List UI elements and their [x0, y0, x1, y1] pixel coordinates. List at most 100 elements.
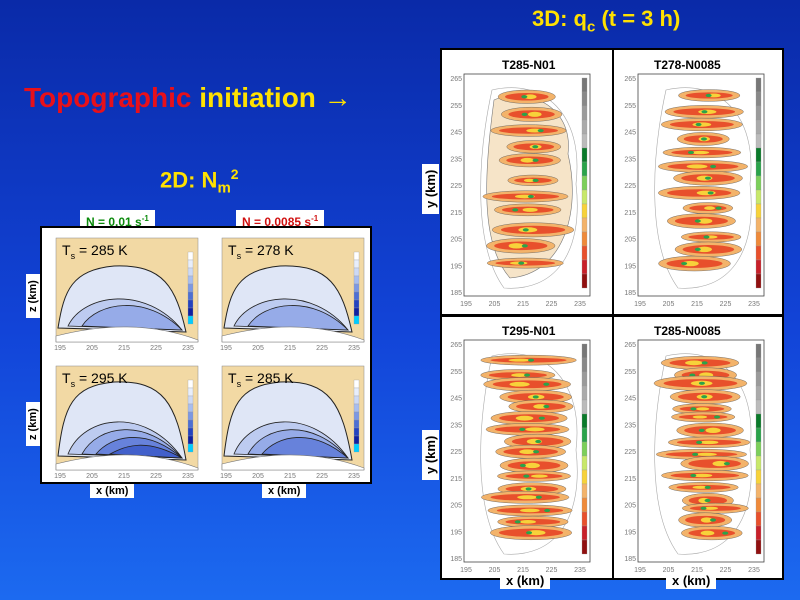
- x-tick-label: 195: [54, 345, 66, 352]
- x-tick-label: 225: [316, 345, 328, 352]
- y-tick-label: 265: [450, 76, 462, 83]
- colorbar-cell: [581, 525, 588, 541]
- x-tick-label: 205: [489, 567, 501, 574]
- cloud-band-spot: [535, 495, 542, 499]
- colorbar: [187, 379, 194, 453]
- colorbar-cell: [755, 511, 762, 527]
- cloud-band-spot: [690, 473, 697, 478]
- cloud-band-peak: [700, 517, 713, 523]
- y-tick-label: 235: [624, 156, 636, 163]
- colorbar-cell: [353, 283, 360, 293]
- colorbar-cell: [581, 175, 588, 191]
- plot-title-4: T285-N0085: [654, 324, 721, 338]
- cloud-band-peak: [520, 157, 535, 163]
- x-tick-label: 235: [574, 301, 586, 308]
- subplot-2d-1: 195 205 215 225 235: [54, 237, 199, 352]
- cloud-band-peak: [696, 407, 710, 411]
- colorbar: [353, 379, 360, 453]
- cloud-band-peak: [523, 178, 535, 183]
- panel-2d: 195 205 215 225 235 195 205 215 225 235 195 205 215 2…: [40, 226, 372, 484]
- colorbar-cell: [581, 469, 588, 485]
- cloud-band-peak: [509, 381, 530, 387]
- ts-label-2: Ts = 278 K: [228, 242, 294, 261]
- z-label-top: z (km): [26, 274, 40, 318]
- y-tick-label: 195: [624, 529, 636, 536]
- x-tick-label: 215: [118, 473, 130, 480]
- cloud-band-spot: [704, 176, 711, 180]
- n-label-left: N = 0.01 s-1: [80, 210, 155, 229]
- y-tick-label: 195: [450, 263, 462, 270]
- y-tick-label: 205: [450, 503, 462, 510]
- colorbar-cell: [353, 395, 360, 405]
- cloud-band-spot: [525, 487, 532, 491]
- colorbar-cell: [353, 443, 360, 453]
- colorbar-cell: [755, 343, 762, 359]
- cloud-band-spot: [722, 531, 729, 535]
- n-label-right: N = 0.0085 s-1: [236, 210, 325, 229]
- colorbar-cell: [755, 203, 762, 219]
- subplot-3d-1: 265 255 245 235 225 215 205 195 185 195 205 215 225 2…: [450, 73, 591, 308]
- cloud-band-peak: [691, 150, 710, 155]
- cloud-band-spot: [535, 439, 542, 444]
- cloud-band-peak: [515, 415, 534, 421]
- colorbar-cell: [581, 273, 588, 289]
- x-tick-label: 225: [720, 567, 732, 574]
- x-tick-label: 195: [54, 473, 66, 480]
- plot-title-1: T285-N01: [502, 58, 556, 72]
- colorbar-cell: [755, 217, 762, 233]
- y-tick-label: 235: [450, 422, 462, 429]
- colorbar-cell: [187, 419, 194, 429]
- x-tick-label: 215: [691, 567, 703, 574]
- colorbar-cell: [187, 427, 194, 437]
- outer-contour: [480, 87, 578, 289]
- colorbar-cell: [187, 379, 194, 389]
- colorbar-cell: [581, 77, 588, 93]
- panel-2d-plots: 195 205 215 225 235 195 205 215 225 235 195 205 215 2…: [54, 237, 365, 480]
- subplot-2d-2: 195 205 215 225 235: [220, 237, 365, 352]
- cloud-band-spot: [533, 450, 540, 454]
- colorbar-cell: [187, 395, 194, 405]
- cloud-band-spot: [704, 498, 711, 503]
- cloud-band-peak: [508, 358, 531, 362]
- colorbar-cell: [353, 259, 360, 269]
- colorbar-cell: [755, 147, 762, 163]
- colorbar-cell: [581, 511, 588, 527]
- cloud-band-spot: [703, 235, 710, 239]
- x-tick-label: 195: [634, 301, 646, 308]
- colorbar-cell: [187, 299, 194, 309]
- y-tick-label: 185: [624, 290, 636, 297]
- x-tick-label: 195: [634, 567, 646, 574]
- colorbar-cell: [187, 411, 194, 421]
- cloud-band-spot: [537, 128, 544, 133]
- cloud-band-peak: [702, 506, 718, 510]
- y-tick-label: 265: [624, 76, 636, 83]
- colorbar-cell: [755, 385, 762, 401]
- colorbar-cell: [187, 315, 194, 325]
- cloud-band-spot: [538, 416, 545, 420]
- subplot-2d-4: 195 205 215 225 235: [220, 365, 365, 480]
- y-tick-label: 215: [624, 210, 636, 217]
- cloud-band-spot: [519, 427, 526, 431]
- colorbar-cell: [187, 443, 194, 453]
- cloud-band-peak: [704, 206, 716, 210]
- cloud-band-peak: [524, 462, 540, 469]
- cloud-band-spot: [514, 520, 521, 524]
- colorbar-cell: [755, 539, 762, 555]
- colorbar-cell: [581, 189, 588, 205]
- colorbar-cell: [755, 497, 762, 513]
- y-tick-label: 245: [450, 130, 462, 137]
- y-tick-label: 225: [624, 183, 636, 190]
- cloud-band-spot: [701, 361, 708, 365]
- x-tick-label: 235: [748, 301, 760, 308]
- terrain: [221, 454, 365, 471]
- colorbar-cell: [581, 147, 588, 163]
- colorbar-cell: [755, 133, 762, 149]
- cloud-band-spot: [698, 428, 705, 432]
- cloud-band-spot: [710, 164, 717, 169]
- cloud-band-peak: [696, 246, 712, 253]
- cloud-band-spot: [701, 110, 708, 114]
- cloud-band-spot: [521, 112, 528, 116]
- colorbar-cell: [581, 161, 588, 177]
- x-tick-label: 215: [517, 567, 529, 574]
- cloud-band-spot: [526, 531, 533, 535]
